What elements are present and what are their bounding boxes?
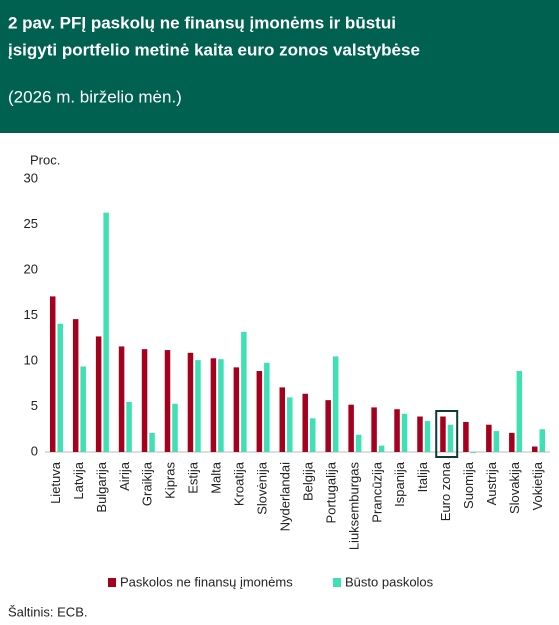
bar — [287, 397, 293, 452]
x-tick-label: Nyderlandai — [277, 462, 292, 531]
legend-label: Būsto paskolos — [345, 574, 434, 589]
bar — [401, 413, 408, 452]
bar — [509, 432, 515, 452]
bar — [80, 366, 86, 452]
y-tick-label: 5 — [31, 398, 38, 413]
x-tick-label: Slovėnija — [255, 461, 270, 515]
x-tick-label: Suomija — [461, 461, 476, 509]
bar — [210, 358, 217, 452]
x-tick-label: Kipras — [163, 462, 178, 499]
legend-swatch — [108, 578, 116, 587]
x-tick-label: Estija — [186, 461, 201, 494]
x-tick-label: Airija — [117, 461, 132, 491]
y-tick-label: 15 — [24, 307, 38, 322]
bar — [447, 424, 454, 452]
bar — [218, 359, 224, 452]
x-tick-label: Latvija — [71, 461, 86, 499]
x-tick-label: Austrija — [484, 461, 499, 505]
bar — [187, 352, 194, 452]
bar — [417, 416, 423, 452]
bar — [325, 400, 331, 452]
chart-title: 2 pav. PFĮ paskolų ne finansų įmonėms ir… — [8, 13, 396, 32]
bar — [309, 418, 316, 452]
x-tick-label: Malta — [209, 461, 224, 494]
x-tick-label: Liuksemburgas — [346, 462, 361, 551]
y-axis-label: Proc. — [30, 152, 60, 167]
x-tick-label: Ispanija — [392, 461, 407, 507]
x-tick-label: Italija — [415, 461, 430, 492]
bar — [463, 421, 469, 452]
bar — [195, 360, 201, 452]
x-tick-label: Portugalija — [323, 461, 338, 523]
x-tick-label: Lietuva — [48, 461, 63, 504]
x-tick-label: Slovakija — [507, 461, 522, 514]
bar — [440, 416, 446, 452]
y-tick-label: 0 — [31, 443, 38, 458]
bar — [302, 393, 308, 452]
x-tick-label: Belgija — [300, 461, 315, 501]
bar — [149, 432, 155, 452]
bar — [394, 409, 400, 452]
bar — [355, 434, 362, 452]
x-tick-label: Euro zona — [438, 461, 453, 521]
x-tick-label: Kroatija — [232, 461, 247, 506]
bar — [264, 362, 270, 452]
bar — [348, 404, 354, 452]
bar — [424, 421, 431, 452]
bar — [486, 424, 492, 452]
bar — [256, 371, 263, 452]
y-tick-label: 10 — [24, 352, 38, 367]
bar — [371, 407, 377, 452]
y-tick-label: 25 — [24, 216, 38, 231]
bar — [532, 446, 538, 452]
bar — [279, 387, 286, 452]
legend-label: Paskolos ne finansų įmonėms — [120, 574, 293, 589]
bar — [172, 403, 178, 452]
y-tick-label: 20 — [24, 261, 38, 276]
chart-title: įsigyti portfelio metinė kaita euro zono… — [8, 40, 420, 59]
bar — [49, 296, 56, 452]
bar — [516, 371, 523, 452]
x-tick-label: Graikija — [140, 461, 155, 506]
bar — [103, 212, 109, 452]
bar — [141, 349, 148, 452]
y-tick-label: 30 — [24, 170, 38, 185]
bar — [233, 367, 240, 452]
bar — [164, 350, 171, 452]
bar — [470, 452, 477, 453]
x-tick-label: Bulgarija — [94, 461, 109, 512]
x-tick-label: Prancūzija — [369, 461, 384, 522]
bar — [332, 356, 339, 452]
x-tick-label: Vokietija — [530, 461, 545, 510]
bar — [57, 323, 63, 452]
bar — [95, 336, 102, 452]
bar — [493, 431, 500, 452]
legend-swatch — [333, 578, 341, 587]
bar — [118, 346, 125, 452]
bar — [241, 331, 247, 452]
bar — [126, 401, 132, 452]
header-band — [0, 0, 559, 133]
source: Šaltinis: ECB. — [8, 604, 87, 619]
highlight-box — [435, 410, 459, 458]
bar — [378, 445, 385, 452]
bar — [72, 319, 79, 452]
chart-subtitle: (2026 m. birželio mėn.) — [8, 87, 182, 106]
bar — [539, 429, 546, 452]
